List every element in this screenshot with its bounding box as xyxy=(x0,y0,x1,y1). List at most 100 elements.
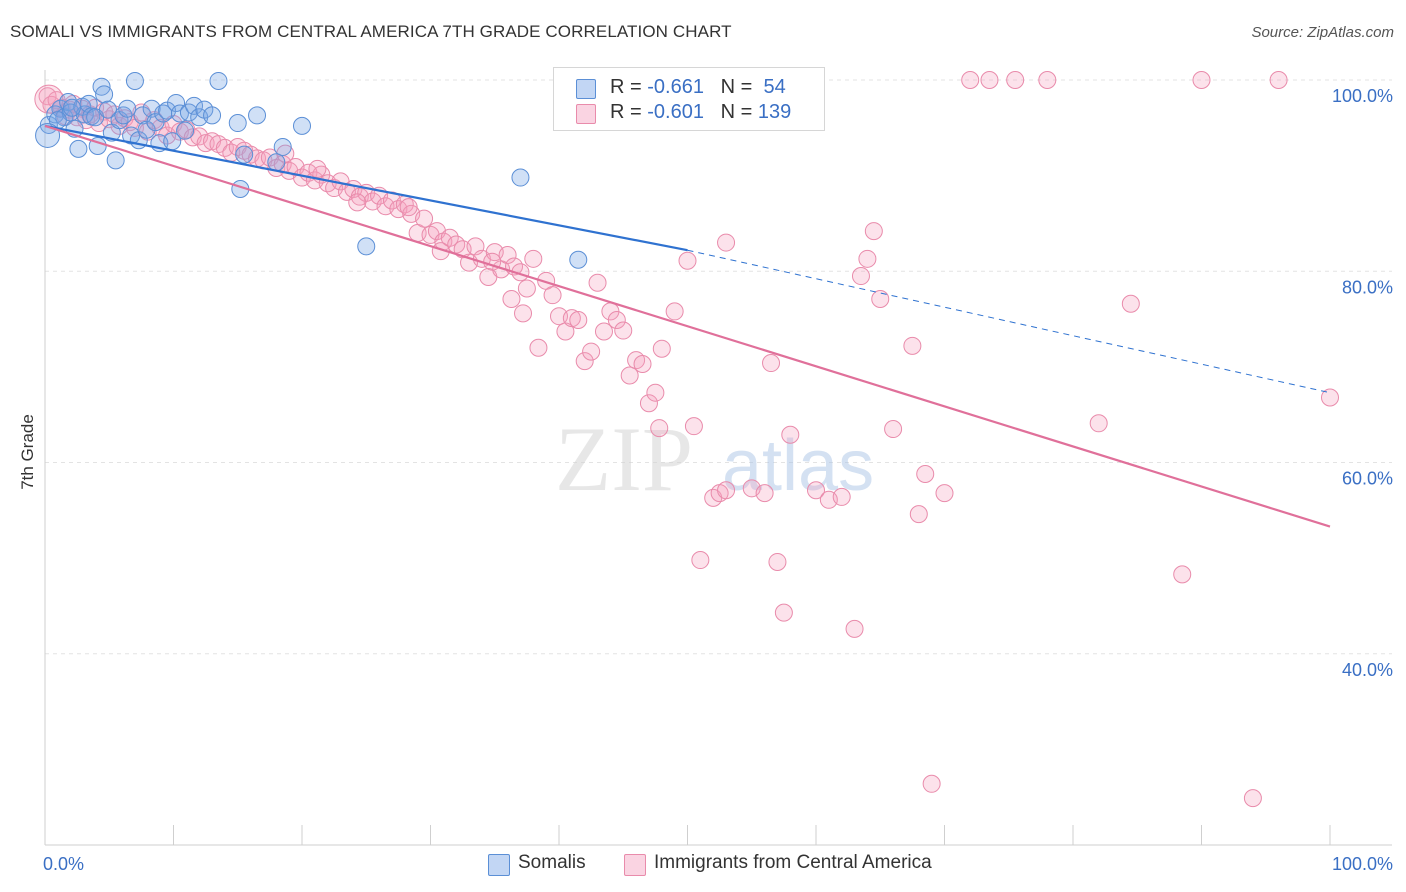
watermark-zip: ZIP xyxy=(555,408,693,510)
chart-title: SOMALI VS IMMIGRANTS FROM CENTRAL AMERIC… xyxy=(10,22,732,41)
somali-point xyxy=(293,116,311,135)
somali-point xyxy=(142,99,161,118)
central-america-point xyxy=(1269,71,1288,89)
r-value: -0.661 xyxy=(647,76,704,98)
y-axis-label: 7th Grade xyxy=(18,414,37,490)
central-america-point xyxy=(614,321,633,340)
central-america-point xyxy=(832,487,851,506)
somali-point xyxy=(248,106,267,125)
central-america-swatch xyxy=(576,104,596,124)
somali-point xyxy=(273,137,292,156)
x-tick-label: 100.0% xyxy=(1332,854,1393,874)
central-america-point xyxy=(678,251,697,270)
central-america-point xyxy=(909,505,928,524)
series-central-america-points xyxy=(34,71,1339,808)
chart-source: Source: ZipAtlas.com xyxy=(1251,24,1394,41)
central-america-point xyxy=(807,481,825,500)
central-america-point xyxy=(1121,294,1140,313)
central-america-point xyxy=(717,233,736,252)
central-america-point xyxy=(514,304,533,323)
central-america-point xyxy=(308,159,327,178)
central-america-point xyxy=(517,279,536,298)
somali-point xyxy=(235,145,254,164)
stats-legend: R = -0.661 N = 54 R = -0.601 N = 139 xyxy=(553,67,825,131)
central-america-point xyxy=(582,342,601,361)
somali-trend-line xyxy=(44,124,688,252)
y-tick-label: 80.0% xyxy=(1342,277,1393,297)
central-america-point xyxy=(665,302,684,321)
somali-point xyxy=(137,120,156,139)
central-america-point xyxy=(633,355,652,374)
central-america-point xyxy=(980,71,999,89)
trend-lines xyxy=(44,124,1331,528)
central-america-point xyxy=(884,420,903,439)
somali-swatch xyxy=(576,79,596,99)
somali-point xyxy=(69,139,88,158)
somali-point xyxy=(228,114,247,133)
central-america-point xyxy=(845,619,864,638)
central-america-point xyxy=(755,484,774,503)
somali-point xyxy=(95,85,114,104)
central-america-point xyxy=(100,110,119,129)
central-america-point xyxy=(935,484,954,503)
central-america-point xyxy=(562,309,581,328)
central-america-point xyxy=(529,338,548,357)
central-america-point xyxy=(781,425,800,444)
x-tick-label: 0.0% xyxy=(43,854,84,874)
central-america-point xyxy=(415,209,434,228)
legend-text: R = -0.661 N = 54 xyxy=(610,76,786,99)
central-america-point xyxy=(1192,71,1211,89)
central-america-point xyxy=(1243,789,1262,808)
central-america-point xyxy=(652,339,671,358)
legend-text: R = -0.601 N = 139 xyxy=(610,101,791,124)
somali-point xyxy=(569,250,588,269)
somali-point xyxy=(203,106,222,125)
somali-point xyxy=(267,153,286,172)
central-america-point xyxy=(524,249,543,268)
central-america-point xyxy=(762,354,781,373)
n-label: N = xyxy=(720,101,758,123)
central-america-point xyxy=(922,774,941,793)
central-america-point xyxy=(646,383,665,402)
central-america-point xyxy=(903,336,922,355)
series-somali-points xyxy=(35,71,588,269)
n-label: N = xyxy=(720,76,758,98)
central-america-point xyxy=(1006,71,1025,89)
somali-point xyxy=(176,121,195,140)
r-value: -0.601 xyxy=(647,101,704,123)
central-america-point xyxy=(1173,565,1192,584)
somali-point xyxy=(106,151,125,170)
central-america-point xyxy=(851,267,870,286)
n-value: 54 xyxy=(763,76,786,98)
axes xyxy=(44,70,1392,846)
central-america-point xyxy=(691,551,710,570)
central-america-point xyxy=(650,419,669,438)
y-tick-label: 100.0% xyxy=(1332,86,1393,106)
somali-point xyxy=(118,99,137,118)
central-america-point xyxy=(717,481,736,500)
central-america-point xyxy=(348,193,367,212)
legend-label: Somalis xyxy=(518,852,586,873)
central-america-point xyxy=(1038,71,1057,89)
r-label: R = xyxy=(610,76,648,98)
central-america-point xyxy=(858,249,877,268)
central-america-point xyxy=(588,273,607,292)
somali-point xyxy=(170,104,189,123)
central-america-point xyxy=(575,352,594,371)
central-america-swatch xyxy=(624,854,646,876)
central-america-point xyxy=(620,366,639,385)
r-label: R = xyxy=(610,101,648,123)
series-legend: Somalis Immigrants from Central America xyxy=(0,852,1406,878)
central-america-point xyxy=(774,603,793,622)
somali-point xyxy=(62,98,81,117)
central-america-point xyxy=(607,311,626,330)
central-america-point xyxy=(569,311,588,330)
somali-point xyxy=(185,96,204,115)
central-america-point xyxy=(684,417,703,436)
somali-swatch xyxy=(488,854,510,876)
central-america-point xyxy=(399,198,418,217)
central-america-point xyxy=(196,134,215,153)
somali-point xyxy=(167,93,186,112)
tick-labels: 100.0% 80.0% 60.0% 40.0% 0.0% 100.0% xyxy=(43,86,1393,874)
